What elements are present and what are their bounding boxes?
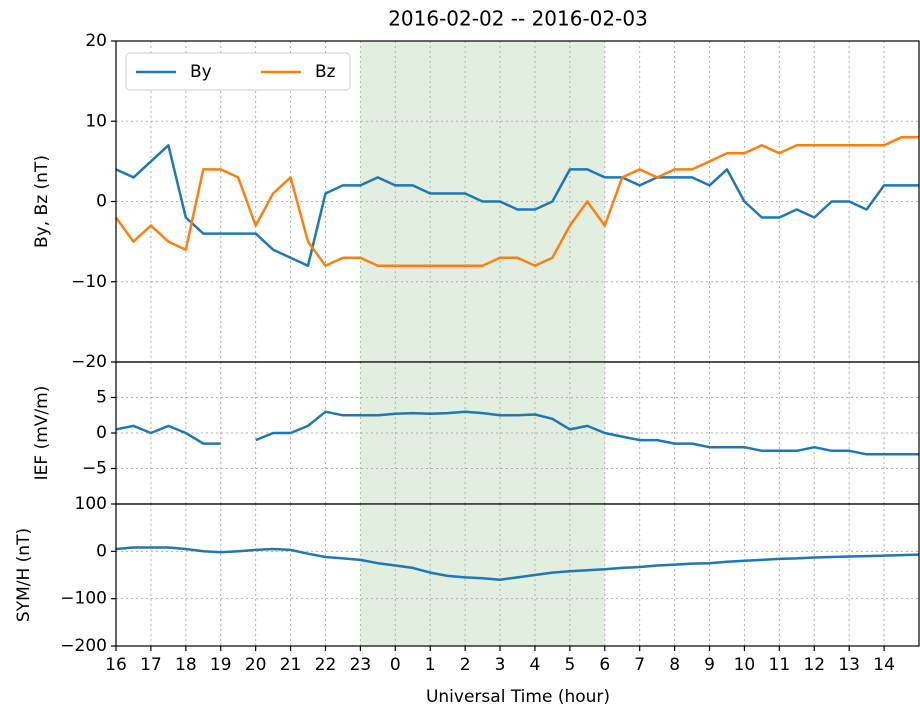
y-tick-label: 5 bbox=[96, 388, 107, 408]
y-tick-label: 20 bbox=[85, 31, 107, 51]
legend-box bbox=[125, 52, 351, 91]
y-tick-label: −20 bbox=[71, 352, 107, 372]
legend-label: Bz bbox=[315, 62, 336, 82]
x-tick-label: 4 bbox=[530, 655, 541, 675]
x-tick-label: 5 bbox=[564, 655, 575, 675]
y-tick-label: 0 bbox=[96, 192, 107, 212]
x-tick-label: 14 bbox=[873, 655, 895, 675]
x-tick-label: 16 bbox=[105, 655, 127, 675]
x-axis-label: Universal Time (hour) bbox=[426, 687, 610, 707]
x-tick-label: 0 bbox=[390, 655, 401, 675]
x-tick-label: 21 bbox=[280, 655, 302, 675]
x-tick-label: 3 bbox=[495, 655, 506, 675]
x-tick-label: 13 bbox=[838, 655, 860, 675]
data-line bbox=[115, 144, 919, 267]
y-tick-label: −100 bbox=[60, 589, 107, 609]
x-tick-label: 11 bbox=[769, 655, 791, 675]
y-tick-label: −200 bbox=[60, 636, 107, 656]
x-tick-label: 6 bbox=[599, 655, 610, 675]
x-tick-label: 20 bbox=[245, 655, 267, 675]
axes-frame bbox=[115, 503, 920, 647]
y-tick-label: −5 bbox=[82, 459, 107, 479]
y-tick-label: 0 bbox=[96, 423, 107, 443]
y-axis-label: SYM/H (nT) bbox=[14, 528, 34, 622]
y-tick-label: 0 bbox=[96, 541, 107, 561]
y-tick-label: 10 bbox=[85, 111, 107, 131]
x-tick-label: 18 bbox=[175, 655, 197, 675]
x-tick-label: 9 bbox=[704, 655, 715, 675]
legend-label: By bbox=[190, 62, 212, 82]
x-tick-label: 19 bbox=[210, 655, 232, 675]
y-tick-label: −10 bbox=[71, 272, 107, 292]
x-tick-label: 10 bbox=[734, 655, 756, 675]
x-tick-label: 22 bbox=[315, 655, 337, 675]
y-axis-label: By, Bz (nT) bbox=[32, 155, 52, 248]
x-tick-label: 17 bbox=[140, 655, 162, 675]
x-tick-label: 1 bbox=[425, 655, 436, 675]
y-tick-label: 100 bbox=[75, 494, 107, 514]
highlight-span bbox=[360, 504, 605, 646]
x-tick-label: 12 bbox=[803, 655, 825, 675]
data-line bbox=[114, 136, 919, 267]
data-line bbox=[115, 410, 919, 456]
x-tick-label: 8 bbox=[669, 655, 680, 675]
data-line bbox=[115, 546, 920, 581]
y-axis-label: IEF (mV/m) bbox=[32, 386, 52, 481]
chart-title: 2016-02-02 -- 2016-02-03 bbox=[388, 7, 648, 31]
x-tick-label: 23 bbox=[350, 655, 372, 675]
x-tick-label: 2 bbox=[460, 655, 471, 675]
x-tick-label: 7 bbox=[634, 655, 645, 675]
